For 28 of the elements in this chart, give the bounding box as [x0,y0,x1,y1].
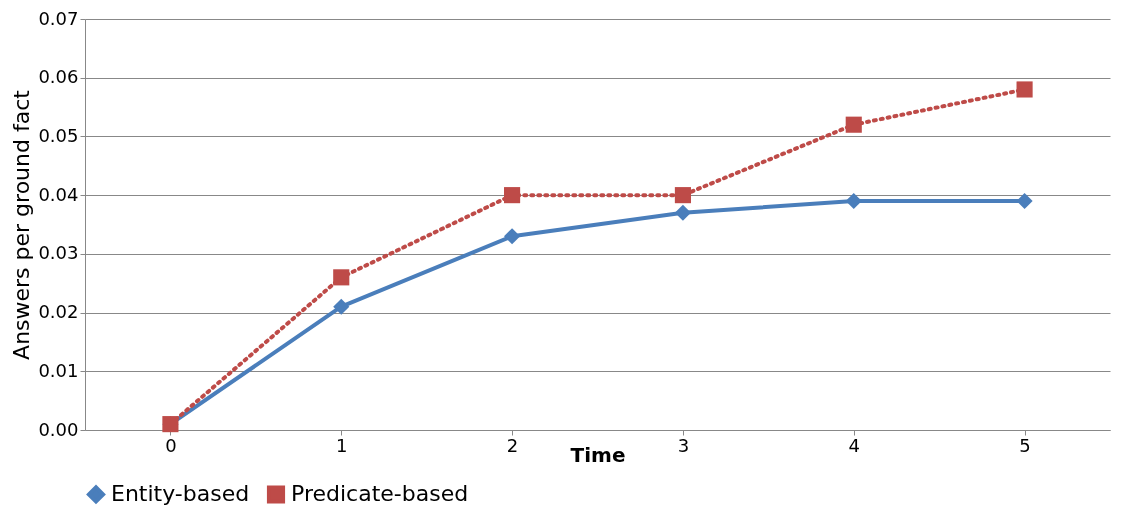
point [333,298,350,315]
point [333,269,350,286]
point [845,116,862,133]
y-tick-label: 0.03 [38,242,79,264]
y-tick-label: 0.02 [38,301,79,323]
point [504,187,521,204]
y-tick-label: 0.04 [38,183,79,205]
point [674,204,691,221]
point [845,192,862,210]
y-tick-label: 0.07 [38,7,79,29]
point [504,228,521,245]
x-tick-label: 3 [677,434,690,456]
x-tick-label: 0 [165,434,177,456]
y-axis-title: Answers per ground fact [9,89,35,360]
point [1016,192,1033,210]
point [1016,81,1033,98]
y-tick-label: 0.00 [38,418,79,440]
y-tick-label: 0.01 [38,359,79,381]
y-tick-label: 0.05 [38,124,79,146]
legend-label: Entity-based [111,481,250,507]
x-tick-label: 5 [1019,434,1031,456]
legend-label: Predicate-based [291,481,469,507]
x-axis-title: Time [570,442,626,467]
point [674,187,691,204]
x-tick-label: 2 [506,434,519,456]
x-tick-label: 4 [848,434,860,456]
y-tick-label: 0.06 [38,66,79,88]
x-tick-label: 1 [336,434,348,456]
